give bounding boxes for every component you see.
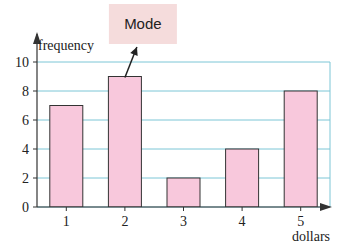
bar	[284, 91, 317, 207]
bar	[108, 77, 141, 208]
category-label: 3	[180, 214, 187, 229]
tick-label: 8	[22, 84, 29, 99]
tick-label: 4	[22, 142, 29, 157]
y-axis-label: frequency	[38, 38, 94, 53]
y-axis	[36, 34, 37, 207]
chart: 024681012345frequencydollarsMode	[0, 0, 337, 245]
annotation-arrow	[125, 47, 137, 78]
bars	[50, 77, 317, 208]
category-label: 5	[297, 214, 304, 229]
x-tick	[66, 207, 67, 211]
bar	[167, 178, 200, 207]
bar	[226, 149, 259, 207]
x-tick	[183, 207, 184, 211]
tick-label: 2	[22, 171, 29, 186]
tick-label: 6	[22, 113, 29, 128]
x-tick	[124, 207, 125, 211]
x-tick	[242, 207, 243, 211]
category-label: 1	[63, 214, 70, 229]
category-label: 2	[121, 214, 128, 229]
tick-label: 10	[15, 55, 29, 70]
annotation-arrowhead	[130, 47, 137, 56]
category-label: 4	[239, 214, 246, 229]
tick-label: 0	[22, 200, 29, 215]
grid-line	[37, 62, 330, 63]
x-arrow	[320, 203, 332, 211]
grid-line	[37, 207, 330, 208]
frame	[330, 62, 331, 207]
bar	[50, 106, 83, 208]
x-tick	[300, 207, 301, 211]
annotation-box	[109, 4, 177, 44]
annotation: Mode	[124, 15, 162, 32]
x-axis	[37, 206, 328, 207]
x-axis-label: dollars	[292, 229, 330, 244]
